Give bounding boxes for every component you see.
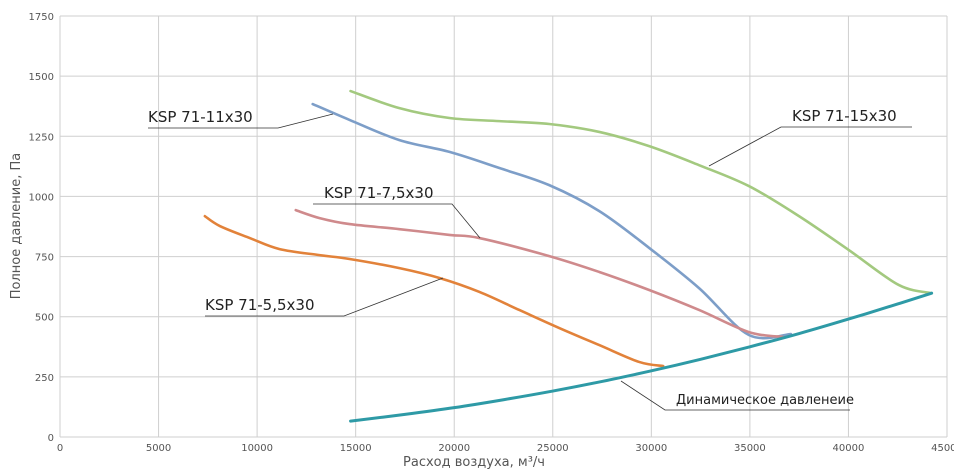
y-tick-label: 750 [35,253,54,264]
label-ksp-71-5-5x30: KSP 71-5,5x30 [205,296,315,314]
leader-line-11x30 [148,113,334,129]
y-tick-label: 0 [48,433,54,444]
series-line-2 [294,208,785,339]
y-tick-label: 500 [35,313,54,324]
label-ksp-71-11x30: KSP 71-11x30 [148,108,253,126]
label-dynamic-pressure: Динамическое давленеие [676,393,854,408]
x-tick-label: 35000 [734,443,766,454]
x-tick-label: 5000 [146,443,171,454]
x-axis-title: Расход воздуха, м³/ч [403,455,545,470]
x-tick-label: 10000 [241,443,273,454]
x-tick-label: 15000 [340,443,372,454]
y-tick-label: 1000 [29,192,54,203]
series-line-4 [349,291,934,423]
x-tick-label: 20000 [438,443,470,454]
y-tick-label: 1750 [29,12,54,23]
tick-labels: 0 5000 10000 15000 20000 25000 30000 35000 40000… [29,12,954,454]
x-tick-label: 25000 [537,443,569,454]
leader-line-7-5x30 [313,203,481,239]
series-line-3 [203,214,665,368]
y-tick-label: 1250 [29,132,54,143]
y-tick-label: 250 [35,373,54,384]
grid [59,15,948,438]
leader-line-dynamic [620,380,850,411]
label-ksp-71-15x30: KSP 71-15x30 [792,107,897,125]
y-axis-title: Полное давление, Па [9,153,24,300]
series-line-1 [311,102,793,340]
leader-line-15x30 [708,126,912,167]
x-tick-label: 40000 [833,443,865,454]
y-tick-label: 1500 [29,72,54,83]
label-ksp-71-7-5x30: KSP 71-7,5x30 [324,184,434,202]
x-tick-label: 30000 [635,443,667,454]
x-tick-label: 0 [57,443,63,454]
leader-line-5-5x30 [205,277,444,317]
series-line-0 [349,89,933,295]
series-lines [203,89,934,423]
